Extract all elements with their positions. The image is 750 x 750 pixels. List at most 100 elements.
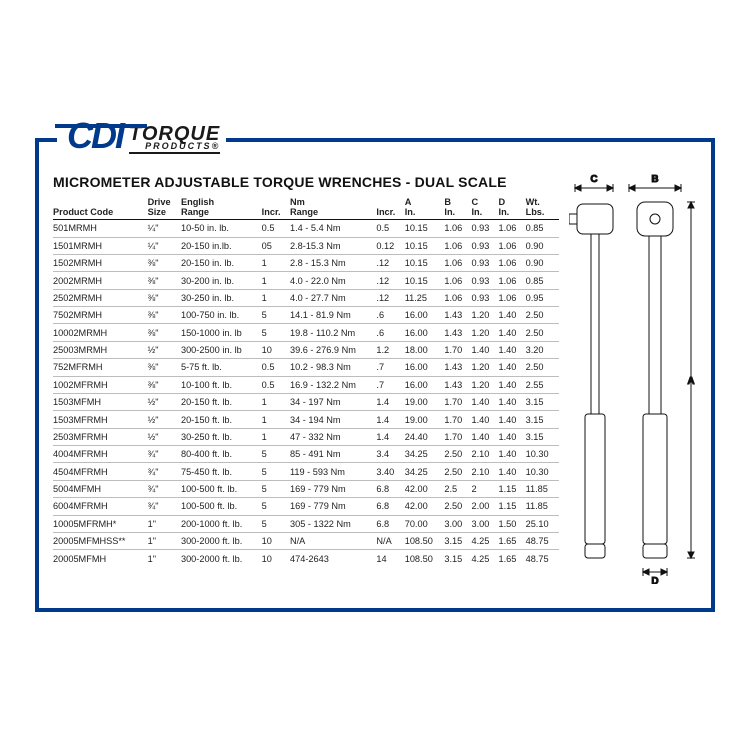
table-cell: 0.85 [526, 220, 559, 237]
table-cell: 2.8 - 15.3 Nm [290, 254, 376, 271]
content-row: MICROMETER ADJUSTABLE TORQUE WRENCHES - … [53, 174, 697, 584]
table-cell: 1.65 [499, 550, 526, 567]
table-cell: 19.8 - 110.2 Nm [290, 324, 376, 341]
table-cell: 16.00 [405, 307, 445, 324]
brand-subtitle: TORQUE PRODUCTS® [129, 124, 220, 154]
table-cell: 1.4 [376, 411, 404, 428]
table-cell: 2.10 [471, 463, 498, 480]
table-cell: 16.00 [405, 359, 445, 376]
brand-mark: CDI [57, 118, 123, 154]
table-cell: 14.1 - 81.9 Nm [290, 307, 376, 324]
table-cell: 16.00 [405, 376, 445, 393]
table-cell: .6 [376, 324, 404, 341]
table-cell: 2.10 [471, 446, 498, 463]
table-cell: 20-150 ft. lb. [181, 411, 262, 428]
table-cell: 1" [148, 532, 181, 549]
table-cell: 1.70 [444, 393, 471, 410]
table-cell: 752MFRMH [53, 359, 148, 376]
table-cell: 5 [262, 324, 290, 341]
table-row: 1503MFRMH½"20-150 ft. lb.134 - 194 Nm1.4… [53, 411, 559, 428]
table-cell: 1.40 [471, 411, 498, 428]
table-cell: 1.70 [444, 341, 471, 358]
table-cell: ½" [148, 341, 181, 358]
table-row: 2502MRMH⅜"30-250 in. lb.14.0 - 27.7 Nm.1… [53, 289, 559, 306]
table-cell: 2.50 [444, 463, 471, 480]
table-cell: 5 [262, 463, 290, 480]
table-cell: 34 - 194 Nm [290, 411, 376, 428]
table-cell: 10.15 [405, 237, 445, 254]
table-cell: ¾" [148, 498, 181, 515]
table-cell: 2.00 [471, 498, 498, 515]
table-cell: N/A [290, 532, 376, 549]
table-row: 10005MFRMH*1"200-1000 ft. lb.5305 - 1322… [53, 515, 559, 532]
table-cell: 0.5 [262, 376, 290, 393]
table-cell: 300-2500 in. lb [181, 341, 262, 358]
wrench-front-view [637, 202, 673, 558]
table-cell: 305 - 1322 Nm [290, 515, 376, 532]
table-cell: 42.00 [405, 480, 445, 497]
table-cell: 5 [262, 307, 290, 324]
table-cell: 3.00 [471, 515, 498, 532]
table-row: 1503MFMH½"20-150 ft. lb.134 - 197 Nm1.41… [53, 393, 559, 410]
table-cell: 1 [262, 393, 290, 410]
table-cell: 2.8-15.3 Nm [290, 237, 376, 254]
table-cell: N/A [376, 532, 404, 549]
table-cell: 2.55 [526, 376, 559, 393]
table-cell: ¾" [148, 480, 181, 497]
table-cell: 3.15 [444, 532, 471, 549]
table-row: 2503MFRMH½"30-250 ft. lb.147 - 332 Nm1.4… [53, 428, 559, 445]
table-cell: 2 [471, 480, 498, 497]
table-row: 10002MRMH⅜"150-1000 in. lb519.8 - 110.2 … [53, 324, 559, 341]
table-row: 25003MRMH½"300-2500 in. lb1039.6 - 276.9… [53, 341, 559, 358]
table-cell: 48.75 [526, 550, 559, 567]
table-cell: ⅜" [148, 272, 181, 289]
table-cell: 10-100 ft. lb. [181, 376, 262, 393]
table-row: 501MRMH¼"10-50 in. lb.0.51.4 - 5.4 Nm0.5… [53, 220, 559, 237]
table-cell: 1.43 [444, 359, 471, 376]
table-cell: 25003MRMH [53, 341, 148, 358]
table-cell: 10.15 [405, 220, 445, 237]
dim-label-d: D [651, 576, 658, 584]
table-cell: ½" [148, 411, 181, 428]
dim-label-a: A [687, 376, 694, 387]
table-row: 20005MFMHSS**1"300-2000 ft. lb.10N/AN/A1… [53, 532, 559, 549]
spec-sheet: CDI TORQUE PRODUCTS® MICROMETER ADJUSTAB… [35, 138, 715, 612]
table-cell: 3.15 [526, 411, 559, 428]
table-cell: 6.8 [376, 480, 404, 497]
table-cell: 1.40 [499, 324, 526, 341]
table-cell: 80-400 ft. lb. [181, 446, 262, 463]
table-cell: 16.9 - 132.2 Nm [290, 376, 376, 393]
dim-label-c: C [590, 174, 597, 185]
table-cell: 34 - 197 Nm [290, 393, 376, 410]
table-cell: 1.20 [471, 324, 498, 341]
table-cell: 300-2000 ft. lb. [181, 532, 262, 549]
table-cell: 1.40 [499, 393, 526, 410]
table-cell: 0.90 [526, 237, 559, 254]
table-cell: 1.40 [499, 463, 526, 480]
table-cell: 1.40 [499, 446, 526, 463]
table-header-cell: Product Code [53, 194, 148, 220]
table-cell: 30-200 in. lb. [181, 272, 262, 289]
table-cell: 11.85 [526, 498, 559, 515]
table-cell: 1" [148, 550, 181, 567]
table-cell: 1.2 [376, 341, 404, 358]
table-cell: 2502MRMH [53, 289, 148, 306]
table-cell: 1.20 [471, 359, 498, 376]
table-cell: 100-750 in. lb. [181, 307, 262, 324]
table-cell: 108.50 [405, 550, 445, 567]
table-cell: 4.0 - 22.0 Nm [290, 272, 376, 289]
table-cell: 11.85 [526, 480, 559, 497]
table-cell: 1.06 [444, 220, 471, 237]
table-cell: 1.06 [444, 254, 471, 271]
table-cell: 3.20 [526, 341, 559, 358]
table-cell: 474-2643 [290, 550, 376, 567]
table-cell: 169 - 779 Nm [290, 498, 376, 515]
table-body: 501MRMH¼"10-50 in. lb.0.51.4 - 5.4 Nm0.5… [53, 220, 559, 567]
table-cell: ⅜" [148, 289, 181, 306]
table-cell: 20-150 in. lb. [181, 254, 262, 271]
wrench-side-view [569, 204, 613, 558]
table-cell: ⅜" [148, 359, 181, 376]
table-cell: 0.95 [526, 289, 559, 306]
table-cell: 2.50 [444, 446, 471, 463]
table-cell: 2.50 [526, 359, 559, 376]
